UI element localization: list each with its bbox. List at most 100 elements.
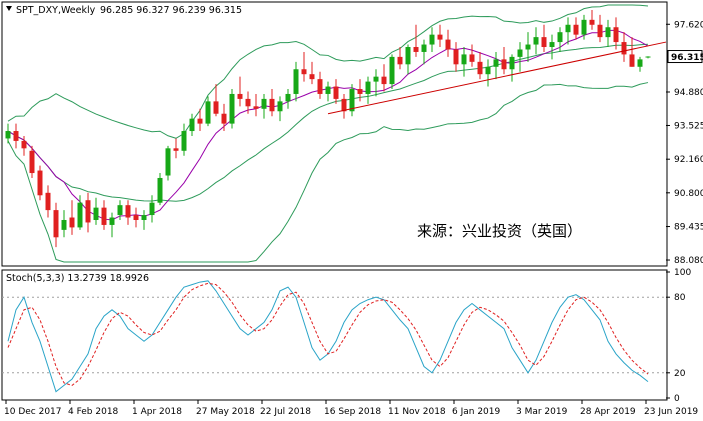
candle-body [133,215,139,220]
candle-body [53,210,59,238]
candle-body [333,86,339,99]
symbol-label: SPT_DXY,Weekly [16,5,96,16]
candle-body [13,131,19,141]
candle-body [149,202,155,216]
candle-body [597,24,603,38]
time-tick-label: 28 Apr 2019 [580,407,636,417]
candle-body [61,219,67,230]
candlesticks [5,9,651,248]
stoch-levels [2,296,667,374]
candle-body [5,131,11,139]
candle-body [213,101,219,114]
candle-body [589,19,595,25]
candle-body [101,207,107,225]
current-price-box [667,50,703,64]
candle-body [277,101,283,112]
candle-body [357,89,363,94]
stoch-tick-label: 100 [674,268,691,278]
candle-body [245,98,251,107]
candle-body [69,217,75,228]
candle-body [637,59,643,67]
stoch-signal-line [7,282,649,386]
candle-body [645,56,651,58]
price-tick-label: 93.525 [674,121,703,131]
candle-body [77,202,83,228]
candle-body [581,19,587,35]
candle-body [565,24,571,33]
stoch-tick-label: 80 [674,293,686,303]
candle-body [157,177,163,203]
price-tick-label: 97.620 [674,20,703,30]
candle-body [221,113,227,124]
bollinger-middle-line [7,43,649,202]
candle-body [309,74,315,80]
candle-body [549,42,555,48]
candle-body [413,47,419,52]
candle-body [261,98,267,109]
candle-body [485,66,491,75]
price-tick-label: 94.880 [674,88,703,98]
candle-body [461,54,467,65]
candle-body [381,76,387,85]
time-tick-label: 4 Feb 2018 [68,407,119,417]
candle-body [285,93,291,102]
price-tick-label: 88.080 [674,256,703,266]
time-tick-label: 23 Jun 2019 [644,407,698,417]
candle-body [109,217,115,225]
time-tick-label: 6 Jan 2019 [452,407,500,417]
candle-body [45,192,51,211]
bollinger-lower-line [7,82,649,263]
time-tick-label: 3 Mar 2019 [516,407,568,417]
price-tick-label: 92.160 [674,155,703,165]
candle-body [389,56,395,85]
time-tick-label: 27 May 2018 [196,407,255,417]
candle-body [349,89,355,112]
candle-body [421,44,427,52]
candle-body [541,37,547,48]
candle-body [397,56,403,65]
candle-body [557,32,563,43]
candle-body [493,59,499,67]
stochastic-lines [7,280,649,393]
candle-body [469,54,475,62]
candle-body [117,205,123,216]
candle-body [437,34,443,40]
stoch-panel-border [1,269,668,401]
candle-body [621,42,627,55]
price-tick-label: 89.435 [674,223,703,233]
candle-body [517,49,523,57]
stoch-tick-label: 20 [674,369,686,379]
candle-body [21,140,27,149]
candle-body [509,56,515,70]
candle-body [325,86,331,94]
candle-body [365,81,371,94]
time-tick-label: 10 Dec 2017 [4,407,62,417]
source-annotation: 来源：兴业投资（英国） [417,222,582,240]
candle-body [85,200,91,223]
price-panel-border [1,1,668,267]
dropdown-triangle-icon[interactable] [6,6,12,11]
trendline[interactable] [327,41,667,115]
current-price-label: 96.315 [671,53,703,63]
candle-body [405,47,411,65]
candle-body [613,27,619,43]
ohlc-label: 96.285 96.327 96.239 96.315 [100,5,242,16]
candle-body [229,93,235,124]
time-axis: 10 Dec 2017 4 Feb 2018 1 Apr 2018 27 May 20… [4,400,698,417]
candle-body [477,61,483,75]
candle-body [573,24,579,35]
candle-body [93,207,99,220]
candle-body [181,131,187,151]
candle-body [445,39,451,50]
candle-body [429,34,435,45]
candle-body [533,37,539,45]
candle-body [189,118,195,132]
candle-body [269,98,275,112]
stoch-axis: 100 80 20 0 [666,268,691,404]
candle-body [197,118,203,124]
candle-body [205,101,211,124]
candle-body [141,215,147,220]
candle-body [237,93,243,99]
